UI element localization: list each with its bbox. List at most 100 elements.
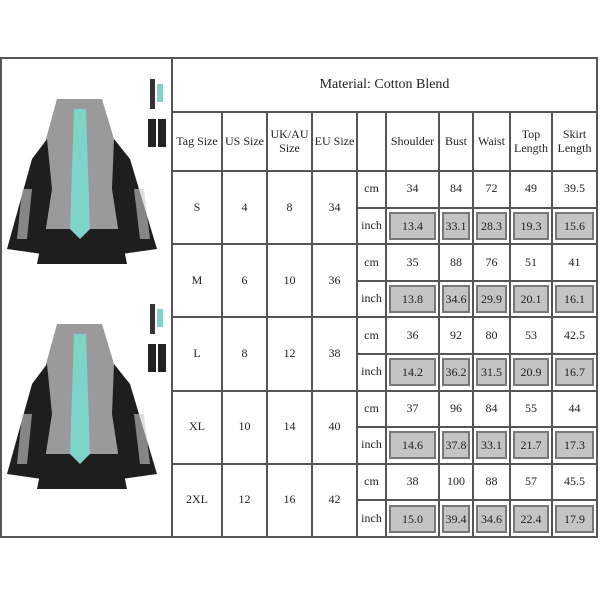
inch-value: 34.6 [476,504,507,533]
cm-value-cell: 49 [509,169,553,209]
cm-value-cell: 38 [385,462,440,502]
unit-label: cm [356,389,387,429]
inch-value: 20.1 [513,285,549,314]
inch-value: 15.6 [555,211,594,240]
header-row: Tag Size US Size UK/AU Size EU Size Shoulder… [171,111,598,172]
column-header: Shoulder [385,111,440,172]
table-title: Material: Cotton Blend [171,56,598,114]
eu-size-cell: 42 [311,462,358,539]
table-row: inch 14.6 37.8 33.1 21.7 17.3 [172,426,598,465]
costume-image-1 [7,79,166,264]
column-header: Waist [472,111,511,172]
uk-size-cell: 16 [266,462,313,539]
unit-label: cm [356,169,387,209]
inch-value-cell: 14.6 [385,426,440,465]
unit-label: inch [356,499,387,538]
inch-value-cell: 29.9 [472,279,511,319]
inch-value-cell: 33.1 [438,206,474,246]
cm-value-cell: 96 [438,389,474,429]
inch-value-cell: 31.5 [472,352,511,392]
table-row: inch 13.4 33.1 28.3 19.3 15.6 [172,206,598,246]
inch-value: 17.9 [555,504,594,533]
tag-size-cell: 2XL [171,462,223,539]
tag-size-cell: L [171,316,223,392]
inch-value: 17.3 [555,431,594,460]
us-size-cell: 10 [221,389,268,465]
column-header: US Size [221,111,268,172]
size-chart-table: Material: Cotton Blend Tag Size US Size UK… [171,56,598,539]
unit-label: inch [356,206,387,246]
inch-value-cell: 15.0 [385,499,440,538]
cm-value-cell: 100 [438,462,474,502]
uk-size-cell: 12 [266,316,313,392]
cm-value-cell: 55 [509,389,553,429]
inch-value: 34.6 [442,285,470,314]
inch-value-cell: 37.8 [438,426,474,465]
cm-value-cell: 45.5 [551,462,598,502]
column-header: Skirt Length [551,111,598,172]
inch-value-cell: 22.4 [509,499,553,538]
inch-value-cell: 16.7 [551,352,598,392]
cm-value-cell: 37 [385,389,440,429]
unit-label: cm [356,316,387,355]
inch-value-cell: 13.8 [385,279,440,319]
costume-image-2 [7,304,166,489]
inch-value: 13.4 [389,211,436,240]
table-row: inch 14.2 36.2 31.5 20.9 16.7 [172,352,598,392]
inch-value: 22.4 [513,504,549,533]
cm-value-cell: 84 [438,169,474,209]
cm-value-cell: 92 [438,316,474,355]
inch-value-cell: 34.6 [472,499,511,538]
table-row: L 8 12 38 cm 36 92 80 53 42.5 [171,316,598,392]
cm-value-cell: 35 [385,243,440,282]
cm-value-cell: 76 [472,243,511,282]
uk-size-cell: 10 [266,243,313,319]
inch-value: 39.4 [442,504,470,533]
cm-value-cell: 36 [385,316,440,355]
cm-value-cell: 42.5 [551,316,598,355]
inch-value-cell: 34.6 [438,279,474,319]
inch-value: 28.3 [476,211,507,240]
unit-label: inch [356,279,387,319]
inch-value-cell: 21.7 [509,426,553,465]
cm-value-cell: 84 [472,389,511,429]
cm-value-cell: 72 [472,169,511,209]
cm-value-cell: 88 [472,462,511,502]
column-header [356,111,387,172]
table-row: inch 15.0 39.4 34.6 22.4 17.9 [172,499,598,538]
inch-value: 31.5 [476,358,507,387]
cm-value-cell: 44 [551,389,598,429]
inch-value: 20.9 [513,358,549,387]
column-header: Top Length [509,111,553,172]
table-row: inch 13.8 34.6 29.9 20.1 16.1 [172,279,598,319]
inch-value-cell: 36.2 [438,352,474,392]
unit-label: cm [356,243,387,282]
eu-size-cell: 34 [311,169,358,246]
inch-value-cell: 19.3 [509,206,553,246]
table-row: XL 10 14 40 cm 37 96 84 55 44 [171,389,598,465]
inch-value: 33.1 [476,431,507,460]
tag-size-cell: XL [171,389,223,465]
cm-value-cell: 41 [551,243,598,282]
inch-value-cell: 20.9 [509,352,553,392]
cm-value-cell: 51 [509,243,553,282]
inch-value-cell: 16.1 [551,279,598,319]
tag-size-cell: M [171,243,223,319]
inch-value: 29.9 [476,285,507,314]
inch-value: 33.1 [442,211,470,240]
inch-value: 13.8 [389,285,436,314]
inch-value-cell: 33.1 [472,426,511,465]
product-images-panel [0,57,171,538]
inch-value-cell: 14.2 [385,352,440,392]
us-size-cell: 8 [221,316,268,392]
inch-value: 21.7 [513,431,549,460]
cm-value-cell: 80 [472,316,511,355]
eu-size-cell: 36 [311,243,358,319]
cm-value-cell: 57 [509,462,553,502]
inch-value: 19.3 [513,211,549,240]
uk-size-cell: 14 [266,389,313,465]
table-row: 2XL 12 16 42 cm 38 100 88 57 45.5 [171,462,598,539]
inch-value-cell: 15.6 [551,206,598,246]
inch-value-cell: 28.3 [472,206,511,246]
tag-size-cell: S [171,169,223,246]
